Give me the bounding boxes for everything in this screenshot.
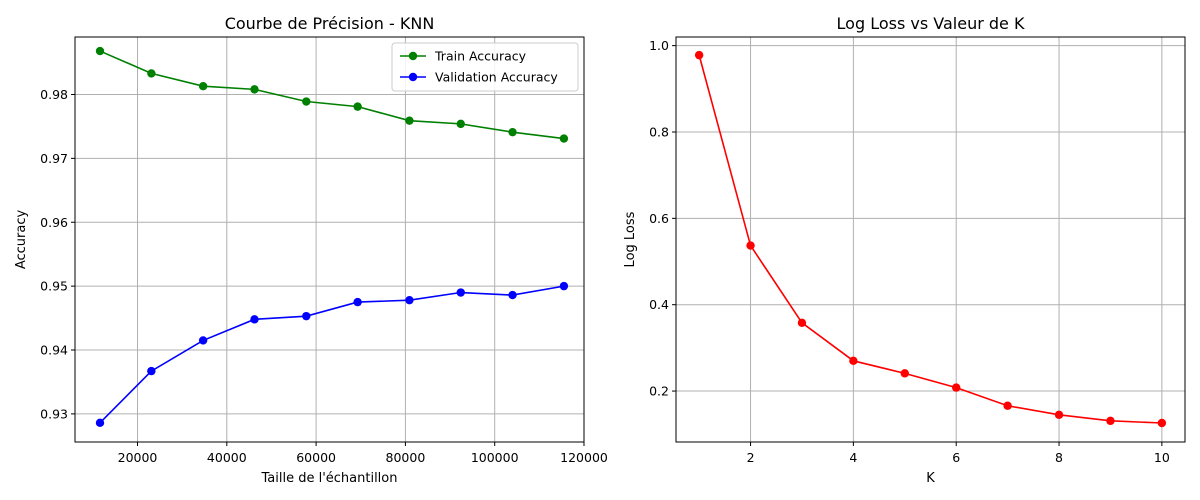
- data-point: [302, 97, 311, 106]
- data-point: [508, 290, 517, 300]
- data-point: [250, 85, 259, 94]
- y-tick-label: 0.6: [649, 211, 669, 226]
- y-tick-label: 0.95: [40, 279, 68, 294]
- y-tick-label: 0.2: [649, 384, 669, 399]
- data-point: [147, 366, 156, 376]
- data-point: [353, 102, 362, 111]
- series-line-1: [99, 50, 565, 140]
- data-point: [849, 356, 858, 366]
- data-point: [694, 50, 704, 60]
- data-point: [900, 369, 909, 378]
- data-point: [508, 127, 517, 137]
- legend-label-1: Train Accuracy: [434, 49, 527, 64]
- legend: Train Accuracy Validation Accuracy: [391, 42, 579, 92]
- data-point: [1106, 416, 1115, 426]
- data-point: [559, 281, 569, 291]
- x-tick-label: 4: [849, 450, 857, 465]
- x-tick-label: 60000: [296, 450, 336, 465]
- x-tick-label: 6: [952, 450, 960, 465]
- legend-marker-2: [408, 72, 418, 82]
- chart-title: Courbe de Précision - KNN: [225, 14, 435, 33]
- legend-box: [391, 42, 579, 92]
- y-tick-label: 0.93: [40, 406, 68, 421]
- y-tick-label: 0.8: [649, 124, 669, 139]
- data-point: [198, 81, 208, 91]
- y-axis-label: Accuracy: [14, 210, 29, 270]
- data-point: [353, 297, 362, 307]
- x-tick-label: 10: [1154, 450, 1170, 465]
- data-point: [198, 336, 208, 345]
- data-point: [456, 119, 465, 129]
- data-point: [746, 241, 755, 250]
- data-point: [405, 295, 414, 305]
- data-point: [1054, 410, 1064, 419]
- chart-title: Log Loss vs Valeur de K: [837, 14, 1025, 33]
- x-axis-label: Taille de l'échantillon: [260, 471, 397, 486]
- y-tick-label: 0.96: [40, 215, 68, 230]
- y-tick-label: 0.94: [40, 343, 68, 358]
- x-tick-label: 20000: [118, 450, 158, 465]
- x-tick-label: 100000: [471, 450, 519, 465]
- legend-label-2: Validation Accuracy: [435, 70, 558, 85]
- plot-area-frame: [675, 36, 1186, 443]
- data-point: [95, 46, 105, 56]
- data-point: [147, 69, 156, 78]
- series-line-2: [99, 285, 565, 424]
- x-tick-label: 8: [1055, 450, 1063, 465]
- data-point: [797, 318, 807, 328]
- x-tick-label: 80000: [386, 450, 426, 465]
- data-point: [1157, 418, 1167, 428]
- legend-marker-1: [408, 51, 418, 61]
- plot-area-frame: [74, 36, 585, 443]
- data-point: [302, 311, 311, 321]
- chart-2: 2 4 6 8 10 0.2 0.4 0.6 0.8 1.0 Log Loss vs Valeur …: [623, 14, 1186, 486]
- data-point: [95, 418, 105, 428]
- series-line-1: [698, 54, 1162, 424]
- x-tick-label: 120000: [560, 450, 608, 465]
- y-axis-label: Log Loss: [623, 211, 638, 267]
- data-point: [952, 383, 961, 392]
- data-point: [559, 134, 569, 143]
- y-tick-label: 1.0: [649, 38, 669, 53]
- x-tick-label: 2: [747, 450, 755, 465]
- y-tick-label: 0.97: [40, 151, 68, 166]
- x-axis-label: K: [926, 471, 935, 486]
- data-point: [250, 315, 259, 324]
- chart-1: 20000 40000 60000 80000 100000 120000 0.93 0.94…: [14, 14, 608, 486]
- y-tick-label: 0.98: [40, 87, 68, 102]
- x-tick-label: 40000: [207, 450, 247, 465]
- y-tick-label: 0.4: [649, 297, 669, 312]
- data-point: [1003, 401, 1012, 410]
- data-point: [405, 116, 414, 125]
- data-point: [456, 288, 465, 297]
